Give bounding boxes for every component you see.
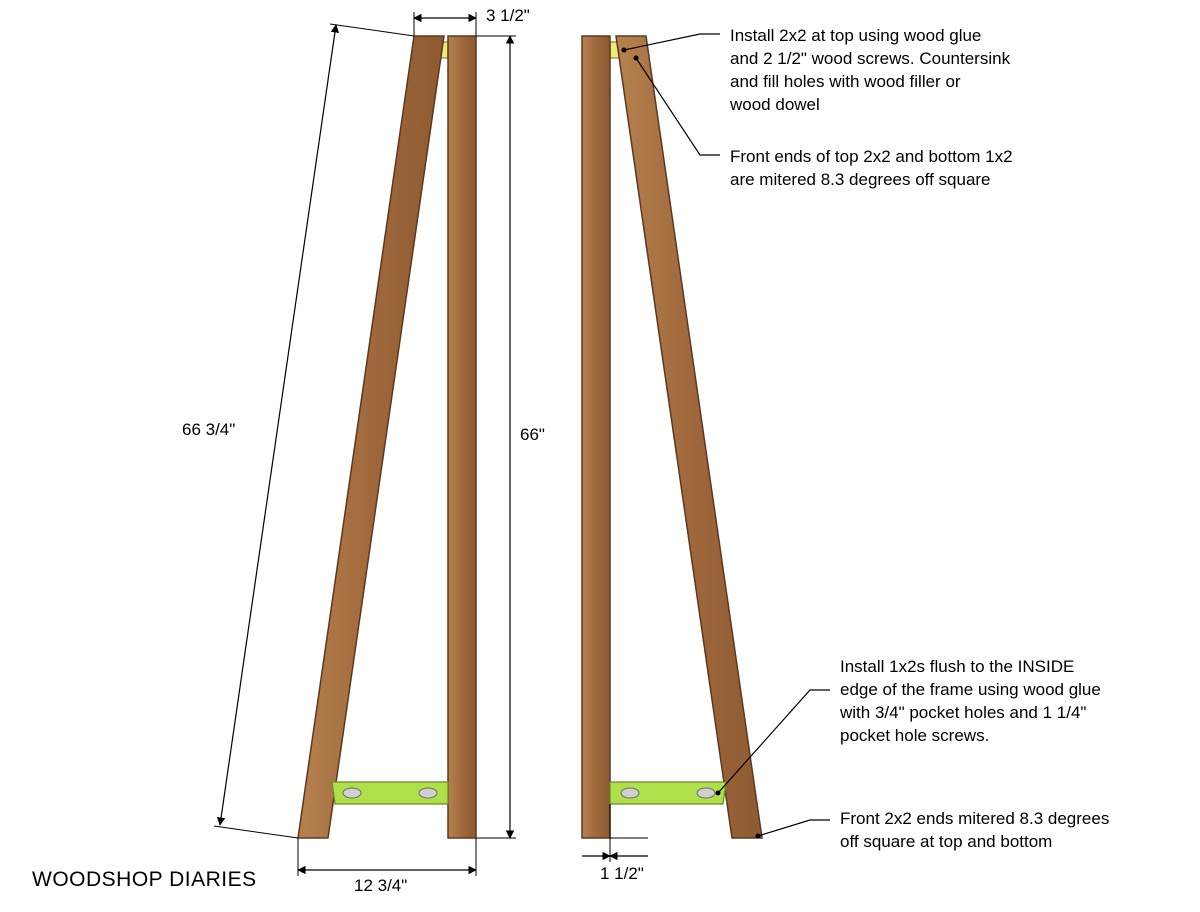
annotation-bottom-rail: Install 1x2s flush to the INSIDE edge of… [840,656,1180,748]
dim-top-width: 3 1/2" [486,6,530,26]
annotation-miter-top: Front ends of top 2x2 and bottom 1x2 are… [730,146,1110,192]
annotation-miter-bottom: Front 2x2 ends mitered 8.3 degrees off s… [840,808,1200,854]
watermark-text: WOODSHOP DIARIES [32,868,257,892]
left-front-leg [298,36,444,838]
left-back-leg [448,36,476,838]
dim-base-width: 12 3/4" [354,876,407,896]
dim-angled-length: 66 3/4" [182,420,235,440]
annotation-top-install: Install 2x2 at top using wood glue and 2… [730,25,1090,117]
dim-vertical-height: 66" [520,425,545,445]
diagram-canvas [0,0,1200,912]
dim-rail-offset: 1 1/2" [600,864,644,884]
right-back-leg [582,36,610,838]
